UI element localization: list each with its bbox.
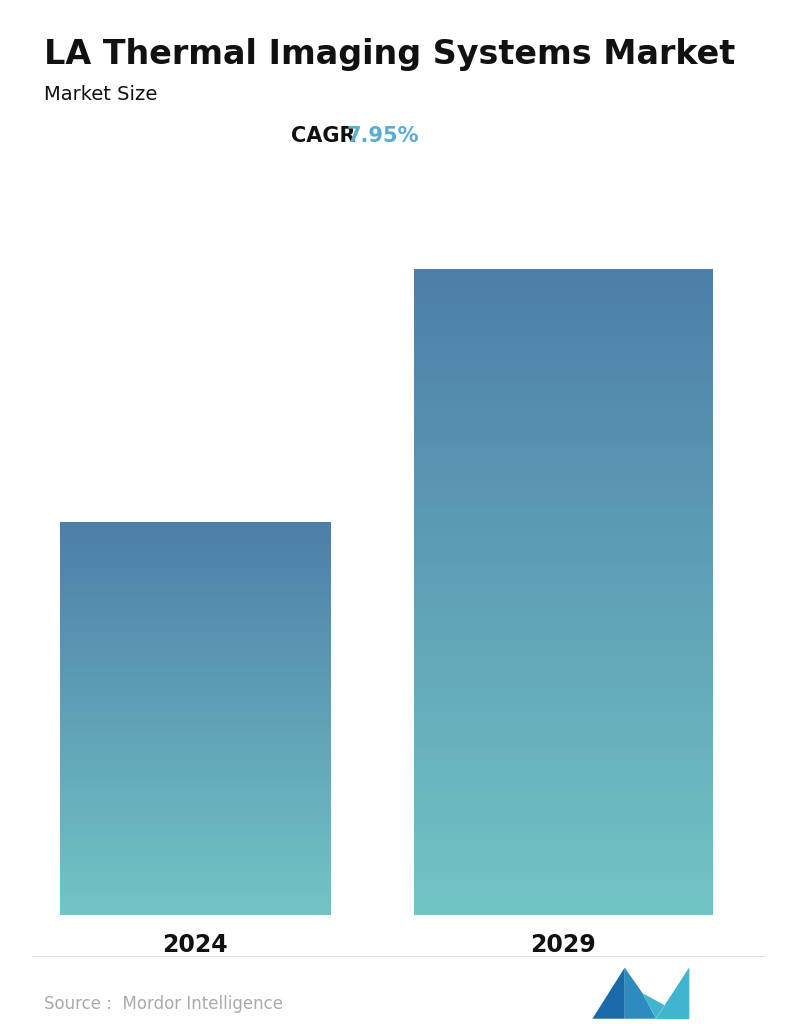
Polygon shape: [642, 968, 689, 1018]
Polygon shape: [592, 968, 625, 1018]
Text: Source :  Mordor Intelligence: Source : Mordor Intelligence: [44, 995, 283, 1012]
Text: 7.95%: 7.95%: [346, 126, 419, 146]
Text: Market Size: Market Size: [44, 85, 157, 103]
Text: 2029: 2029: [530, 933, 596, 956]
Text: LA Thermal Imaging Systems Market: LA Thermal Imaging Systems Market: [44, 38, 735, 71]
Text: CAGR: CAGR: [291, 126, 355, 146]
Polygon shape: [625, 968, 656, 1018]
Polygon shape: [656, 968, 689, 1018]
Text: 2024: 2024: [162, 933, 228, 956]
